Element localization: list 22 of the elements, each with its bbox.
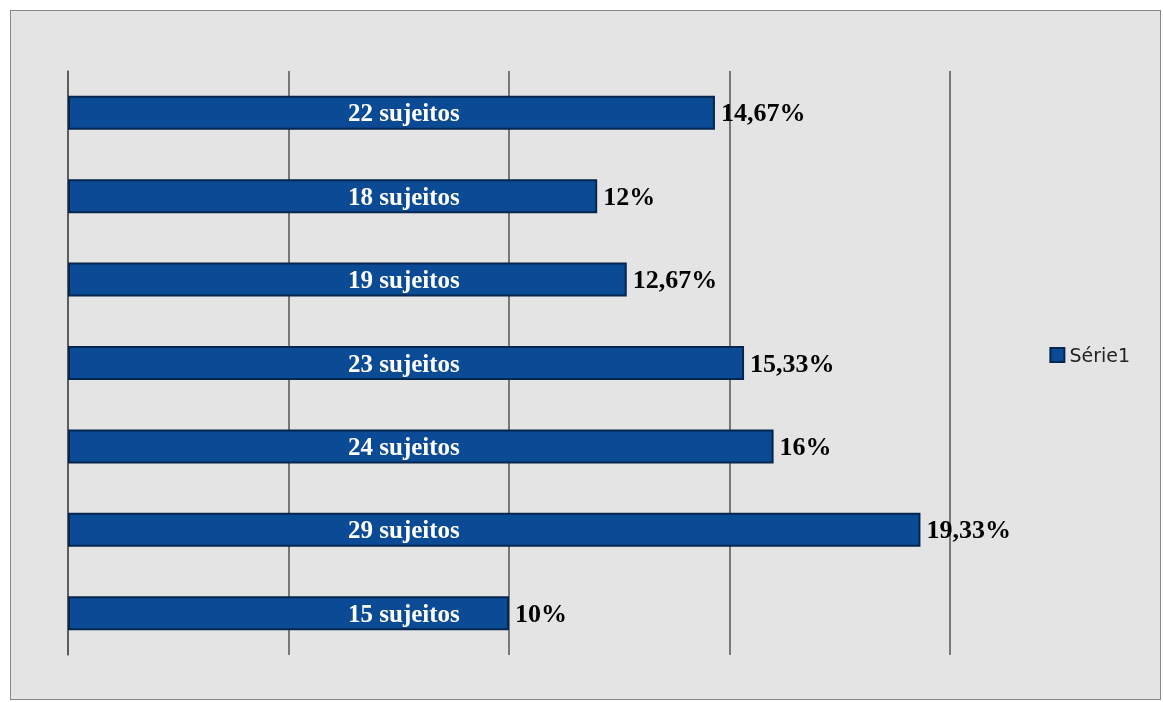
annotation: 29 sujeitos xyxy=(348,516,461,544)
annotation: 22 sujeitos xyxy=(348,99,461,127)
data-label: 16% xyxy=(779,431,832,461)
annotation: 18 sujeitos xyxy=(348,182,461,210)
legend-label: Série1 xyxy=(1069,344,1131,366)
data-label: 14,67% xyxy=(720,98,806,128)
bar xyxy=(68,262,627,297)
data-label: 15,33% xyxy=(750,348,835,378)
bar xyxy=(68,95,715,130)
annotation: 15 sujeitos xyxy=(348,599,461,627)
annotation: 19 sujeitos xyxy=(348,266,461,294)
data-label: 10% xyxy=(515,598,567,628)
bar xyxy=(68,179,598,214)
bar xyxy=(68,346,745,380)
annotation: 23 sujeitos xyxy=(348,349,461,377)
data-label: 12,67% xyxy=(632,265,718,295)
data-label: 19,33% xyxy=(926,515,1011,545)
bar xyxy=(68,596,509,631)
bar xyxy=(68,429,774,464)
annotation: 24 sujeitos xyxy=(348,432,461,460)
bar xyxy=(68,512,921,547)
data-label: 12% xyxy=(603,181,656,211)
